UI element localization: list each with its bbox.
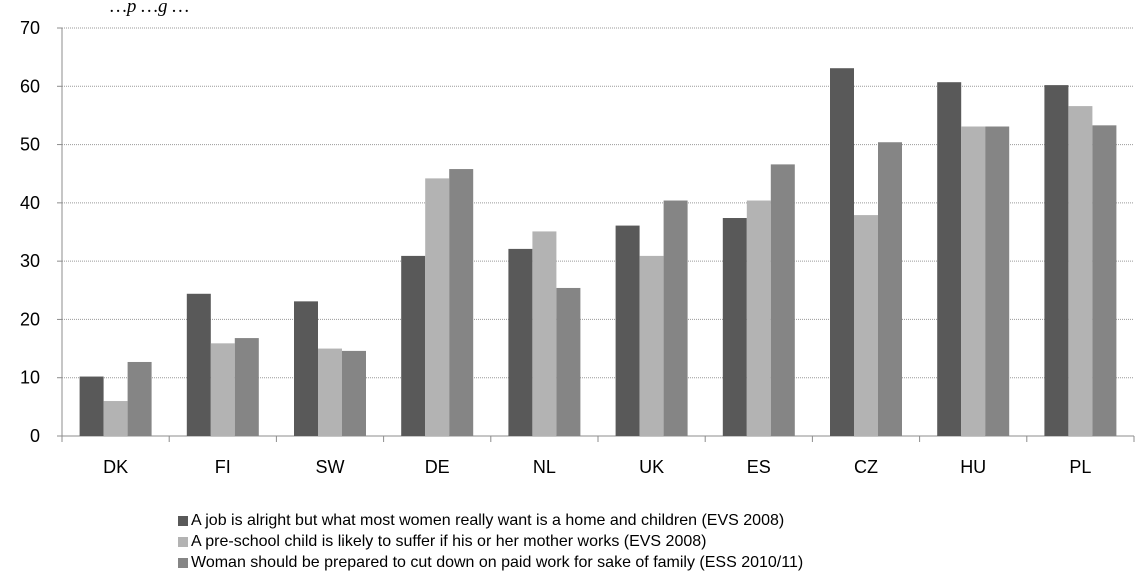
x-tick-label: HU [960, 457, 986, 477]
legend-item: Woman should be prepared to cut down on … [178, 552, 803, 573]
x-tick-label: DE [425, 457, 450, 477]
bar-sw-series-3 [342, 350, 366, 436]
bar-nl-series-1 [508, 248, 533, 436]
x-tick-label: SW [316, 457, 345, 477]
bar-fi-series-3 [234, 338, 259, 436]
legend-swatch-series-1 [178, 515, 188, 526]
x-tick-label: FI [215, 457, 231, 477]
bars [79, 68, 1117, 437]
bar-cz-series-3 [878, 142, 902, 437]
y-tick-label: 50 [20, 135, 40, 155]
y-tick-label: 60 [20, 76, 40, 96]
legend: A job is alright but what most women rea… [178, 510, 803, 573]
x-tick-label: UK [639, 457, 664, 477]
bar-chart: 0 10 20 30 40 50 60 70 DK FI SW DE NL UK ES CZ HU PL [20, 18, 1135, 477]
legend-label: A job is alright but what most women rea… [191, 511, 785, 529]
y-tick-label: 70 [20, 18, 40, 38]
bar-dk-series-2 [103, 401, 128, 436]
gridlines [62, 27, 1134, 379]
bar-pl-series-2 [1068, 106, 1093, 437]
y-axis-ticks: 0 10 20 30 40 50 60 70 [20, 18, 40, 446]
x-axis-ticks: DK FI SW DE NL UK ES CZ HU PL [103, 457, 1091, 477]
bar-es-series-2 [746, 200, 771, 436]
bar-pl-series-3 [1092, 125, 1117, 436]
chart-title: …p …g … [110, 0, 190, 17]
legend-item: A pre-school child is likely to suffer i… [178, 531, 803, 552]
legend-label: Woman should be prepared to cut down on … [191, 553, 804, 571]
x-tick-label: NL [533, 457, 556, 477]
x-tick-label: DK [103, 457, 128, 477]
bar-hu-series-1 [937, 82, 962, 436]
bar-cz-series-1 [830, 68, 854, 437]
y-tick-label: 20 [20, 309, 40, 329]
bar-nl-series-2 [532, 231, 557, 436]
bar-dk-series-3 [127, 361, 152, 436]
bar-cz-series-2 [854, 215, 878, 436]
bar-sw-series-1 [294, 301, 318, 436]
bar-dk-series-1 [79, 376, 104, 436]
bar-de-series-1 [401, 255, 426, 436]
bar-hu-series-2 [961, 126, 986, 436]
legend-label: A pre-school child is likely to suffer i… [191, 532, 707, 550]
bar-de-series-3 [449, 169, 474, 436]
bar-nl-series-3 [556, 287, 581, 436]
bar-hu-series-3 [985, 126, 1010, 436]
legend-swatch-series-3 [178, 557, 188, 568]
legend-item: A job is alright but what most women rea… [178, 510, 803, 531]
x-tick-label: ES [747, 457, 771, 477]
bar-es-series-1 [722, 218, 747, 436]
legend-swatch-series-2 [178, 536, 188, 547]
y-tick-label: 30 [20, 251, 40, 271]
y-tick-label: 0 [30, 426, 40, 446]
x-tick-label: CZ [854, 457, 878, 477]
bar-pl-series-1 [1044, 85, 1069, 437]
bar-es-series-3 [770, 164, 795, 437]
y-tick-label: 10 [20, 368, 40, 388]
x-tick-label: PL [1069, 457, 1091, 477]
y-tick-label: 40 [20, 193, 40, 213]
bar-uk-series-1 [615, 225, 640, 436]
bar-de-series-2 [425, 178, 450, 436]
bar-fi-series-1 [186, 293, 211, 436]
bar-fi-series-2 [210, 343, 235, 436]
bar-uk-series-2 [639, 255, 664, 436]
bar-sw-series-2 [318, 348, 342, 436]
bar-uk-series-3 [663, 200, 688, 436]
